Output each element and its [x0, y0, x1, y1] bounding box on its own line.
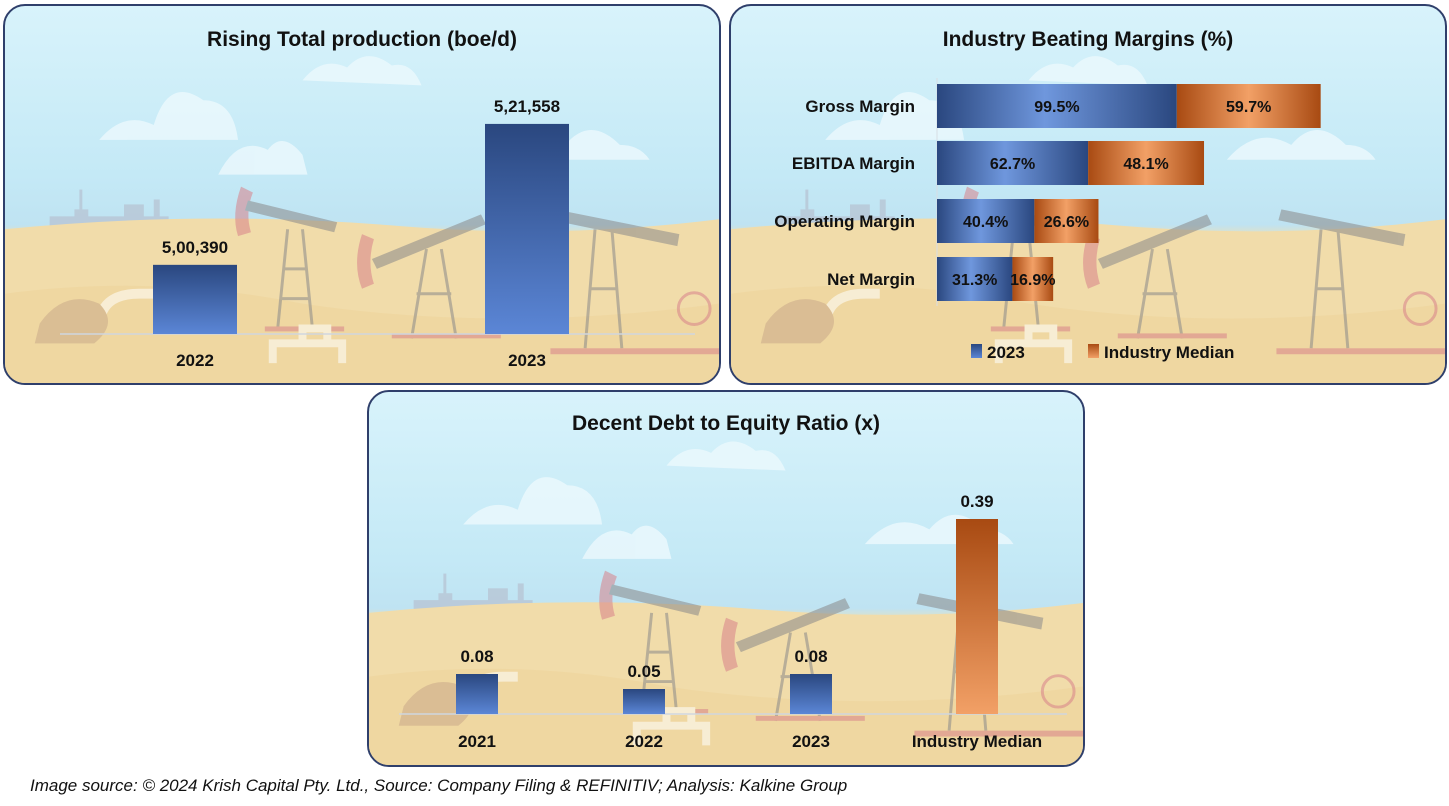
bar-industry-median-3	[1012, 257, 1054, 301]
data-label-2021: 0.08	[460, 647, 493, 666]
image-source-footer: Image source: © 2024 Krish Capital Pty. …	[30, 776, 848, 795]
x-tick-label-2022: 2022	[176, 351, 214, 370]
data-label-industry-median-0: 59.7%	[1226, 99, 1271, 116]
data-label-2023: 0.08	[794, 647, 827, 666]
y-tick-label-1: EBITDA Margin	[792, 154, 915, 173]
x-tick-label-2022: 2022	[625, 732, 663, 751]
bar-2023-0	[937, 84, 1177, 128]
data-label-industry-median-2: 26.6%	[1044, 214, 1089, 231]
bar-2023-3	[937, 257, 1013, 301]
y-tick-label-3: Net Margin	[827, 270, 915, 289]
bar-2023-2	[937, 199, 1035, 243]
y-tick-label-0: Gross Margin	[805, 97, 915, 116]
data-label-industry-median-3: 16.9%	[1010, 272, 1055, 289]
production-chart-panel: Rising Total production (boe/d) 5,00,390…	[3, 4, 721, 385]
y-tick-label-2: Operating Margin	[774, 212, 915, 231]
debt-equity-chart-title: Decent Debt to Equity Ratio (x)	[571, 412, 881, 435]
bar-2023	[790, 674, 832, 714]
margins-chart-panel: Industry Beating Margins (%) Gross Margi…	[729, 4, 1447, 385]
bar-industry-median	[956, 519, 998, 714]
margins-bar-chart: Gross Margin 99.5% 59.7% EBITDA Margin 62.7%…	[774, 78, 1321, 362]
debt-equity-bar-chart: 0.08 2021 0.05 2022 0.08 2023 0.39 Industry Med…	[399, 492, 1067, 751]
bar-2021	[456, 674, 498, 714]
bar-2022	[623, 689, 665, 714]
legend-label-industry-median: Industry Median	[1104, 343, 1234, 362]
legend-label-2023: 2023	[987, 343, 1025, 362]
data-label-industry-median: 0.39	[960, 492, 993, 511]
bar-industry-median-2	[1034, 199, 1099, 243]
bar-industry-median-1	[1088, 141, 1205, 185]
x-tick-label-industry-median: Industry Median	[912, 732, 1042, 751]
data-label-2023: 5,21,558	[494, 97, 560, 116]
data-label-2022: 5,00,390	[162, 238, 228, 257]
legend-swatch-2023	[971, 344, 982, 358]
bar-2022	[153, 264, 237, 334]
data-label-2023-2: 40.4%	[963, 214, 1008, 231]
data-label-2022: 0.05	[627, 662, 660, 681]
production-chart-title: Rising Total production (boe/d)	[207, 28, 517, 51]
bar-2023	[485, 123, 569, 335]
data-label-industry-median-1: 48.1%	[1123, 156, 1168, 173]
debt-equity-chart-panel: Decent Debt to Equity Ratio (x) 0.08 2021…	[367, 390, 1085, 767]
production-bar-chart: 5,00,390 2022 5,21,558 2023	[60, 97, 695, 370]
data-label-2023-3: 31.3%	[952, 272, 997, 289]
data-label-2023-1: 62.7%	[990, 156, 1035, 173]
oilfield-background	[369, 441, 1083, 765]
legend-swatch-industry-median	[1088, 344, 1099, 358]
x-tick-label-2021: 2021	[458, 732, 496, 751]
bar-2023-1	[937, 141, 1089, 185]
x-tick-label-2023: 2023	[792, 732, 830, 751]
data-label-2023-0: 99.5%	[1034, 99, 1079, 116]
x-tick-label-2023: 2023	[508, 351, 546, 370]
margins-chart-title: Industry Beating Margins (%)	[942, 28, 1234, 51]
bar-industry-median-0	[1176, 84, 1321, 128]
